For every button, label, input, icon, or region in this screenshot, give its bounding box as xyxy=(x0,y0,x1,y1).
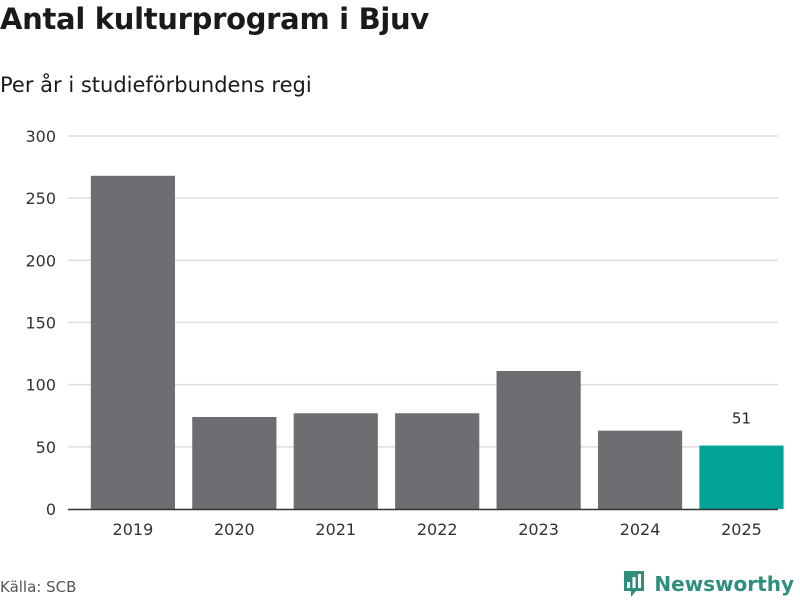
source-note: Källa: SCB xyxy=(0,578,77,596)
data-label-2025: 51 xyxy=(732,410,751,428)
newsworthy-logo-icon xyxy=(624,571,645,597)
y-tick-label: 50 xyxy=(36,438,56,457)
x-axis-ticks: 2019 2020 2021 2022 2023 2024 2025 xyxy=(113,520,762,539)
y-tick-label: 0 xyxy=(46,500,56,519)
bars xyxy=(90,175,784,509)
x-tick-label: 2020 xyxy=(214,520,255,539)
y-tick-label: 100 xyxy=(25,376,56,395)
bar-2019 xyxy=(90,175,175,509)
chart-subtitle: Per år i studieförbundens regi xyxy=(0,73,312,97)
bar-2020 xyxy=(192,416,277,509)
x-tick-label: 2023 xyxy=(518,520,559,539)
bar-2024 xyxy=(597,430,683,509)
chart-title: Antal kulturprogram i Bjuv xyxy=(0,2,429,36)
x-tick-label: 2024 xyxy=(620,520,661,539)
y-tick-label: 250 xyxy=(25,189,56,208)
x-tick-label: 2021 xyxy=(315,520,356,539)
data-labels: 51 xyxy=(732,410,751,428)
bar-2022 xyxy=(395,413,480,509)
x-tick-label: 2019 xyxy=(113,520,154,539)
brand-logo: Newsworthy xyxy=(622,569,794,599)
bar-2023 xyxy=(496,370,581,509)
bar-2021 xyxy=(293,413,378,509)
y-axis-ticks: 0 50 100 150 200 250 300 xyxy=(25,127,56,519)
y-tick-label: 150 xyxy=(25,314,56,333)
y-tick-label: 300 xyxy=(25,127,56,146)
x-tick-label: 2022 xyxy=(417,520,458,539)
bar-2025 xyxy=(699,445,784,509)
brand-name: Newsworthy xyxy=(654,572,794,596)
x-tick-label: 2025 xyxy=(721,520,762,539)
y-tick-label: 200 xyxy=(25,251,56,270)
